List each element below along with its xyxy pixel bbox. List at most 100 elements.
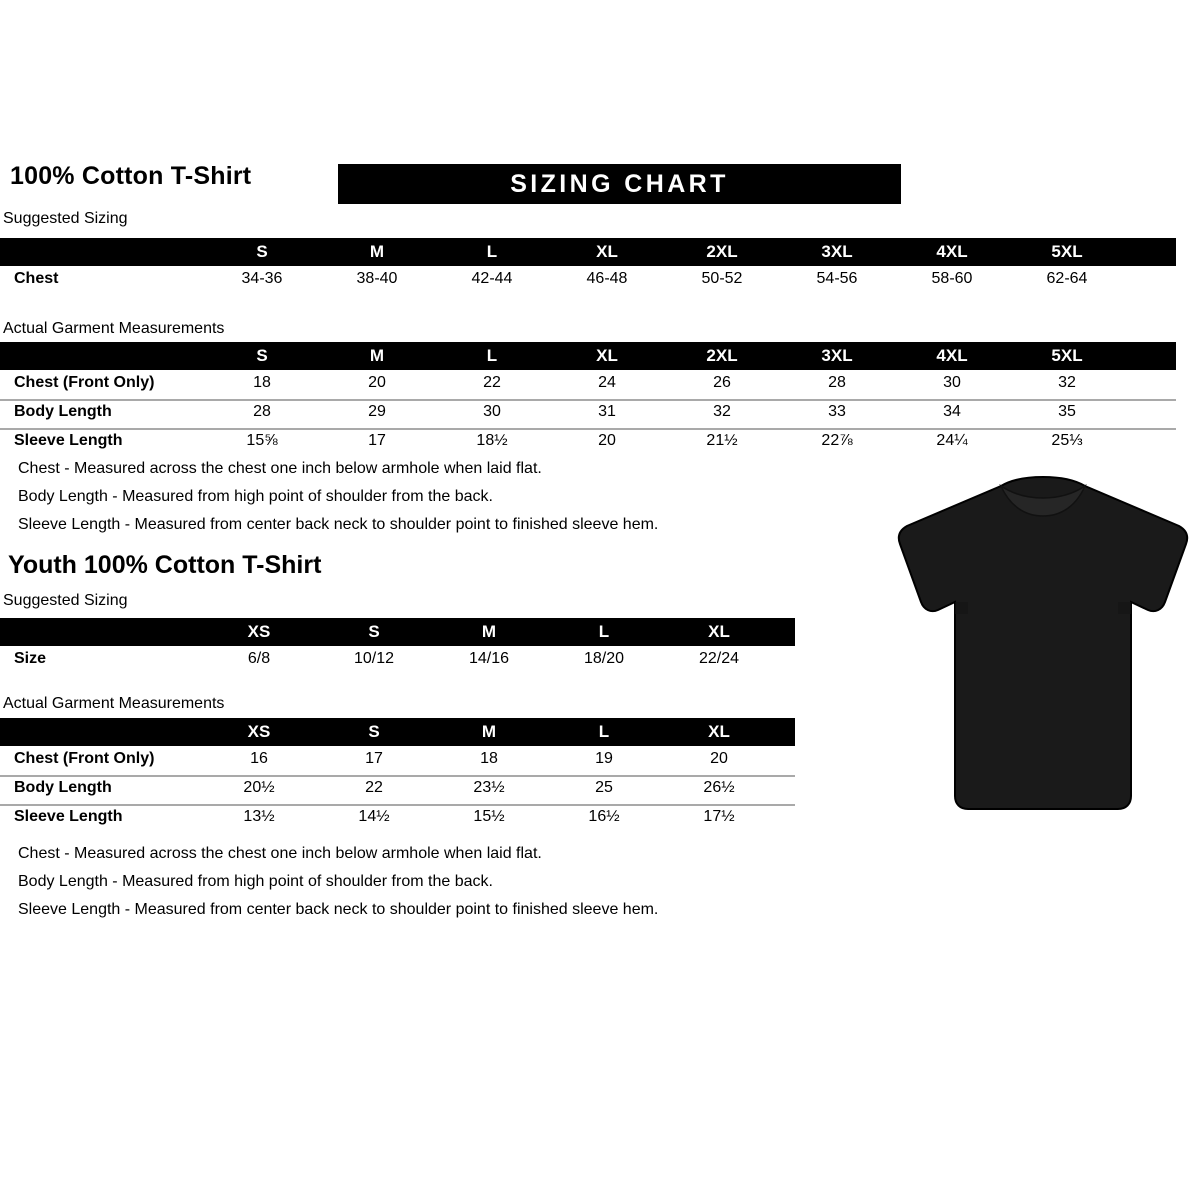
adult-suggested-col-header-xl: XL (596, 242, 618, 261)
adult-suggested-table: S M L XL 2XL 3XL 4XL 5XL Chest 34-36 38-40 42-44 46-… (0, 238, 1176, 298)
youth-actual-row-divider (0, 775, 795, 777)
adult-actual-table: S M L XL 2XL 3XL 4XL 5XL Chest (Front Only) 18 20 2… (0, 342, 1176, 456)
adult-suggested-cell: 54-56 (816, 270, 858, 287)
adult-actual-cell: 32 (1058, 374, 1076, 391)
youth-suggested-cell: 14/16 (468, 650, 510, 667)
adult-actual-col-header-3xl: 3XL (821, 346, 853, 365)
adult-actual-col-header-s: S (256, 346, 268, 365)
adult-actual-col-header-xl: XL (596, 346, 618, 365)
adult-actual-cell: 35 (1058, 403, 1076, 420)
youth-actual-cell: 23½ (473, 779, 505, 796)
youth-actual-col-header-m: M (481, 722, 497, 741)
adult-actual-cell: 17 (368, 432, 386, 449)
adult-actual-row-label: Chest (Front Only) (14, 374, 155, 391)
adult-actual-cell: 20 (368, 374, 386, 391)
youth-note-body-length: Body Length - Measured from high point o… (18, 873, 493, 890)
adult-actual-cell: 18 (253, 374, 271, 391)
youth-suggested-cell: 18/20 (583, 650, 625, 667)
youth-actual-row-label: Chest (Front Only) (14, 750, 155, 767)
adult-suggested-cell: 42-44 (471, 270, 513, 287)
youth-actual-cell: 26½ (703, 779, 735, 796)
youth-suggested-col-header-l: L (598, 622, 610, 641)
youth-actual-row-divider (0, 804, 795, 806)
adult-suggested-cell: 62-64 (1046, 270, 1088, 287)
youth-suggested-caption: Suggested Sizing (3, 592, 128, 609)
youth-suggested-col-header-xs: XS (247, 622, 271, 641)
youth-actual-col-header-xl: XL (708, 722, 730, 741)
youth-actual-cell: 19 (595, 750, 613, 767)
youth-actual-table: XS S M L XL Chest (Front Only) 16 17 18 19 20 Body … (0, 718, 795, 832)
adult-actual-cell: 24¼ (936, 432, 968, 449)
adult-actual-header-bar (0, 342, 1176, 370)
youth-suggested-col-header-m: M (481, 622, 497, 641)
adult-suggested-cell: 46-48 (586, 270, 628, 287)
adult-suggested-caption: Suggested Sizing (3, 210, 128, 227)
youth-suggested-row-label: Size (14, 650, 47, 667)
adult-actual-cell: 28 (828, 374, 846, 391)
youth-suggested-cell: 10/12 (353, 650, 395, 667)
youth-actual-cell: 17 (365, 750, 383, 767)
adult-actual-cell: 20 (598, 432, 616, 449)
youth-actual-col-header-xs: XS (247, 722, 271, 741)
adult-actual-col-header-5xl: 5XL (1051, 346, 1083, 365)
adult-suggested-cell: 50-52 (701, 270, 743, 287)
adult-suggested-col-header-2xl: 2XL (706, 242, 738, 261)
adult-actual-cell: 28 (253, 403, 271, 420)
adult-actual-cell: 18½ (476, 432, 508, 449)
header-row: 100% Cotton T-Shirt SIZING CHART (0, 162, 1200, 210)
sizing-chart-banner-label: SIZING CHART (510, 170, 729, 198)
adult-suggested-header-bar (0, 238, 1176, 266)
adult-actual-col-header-4xl: 4XL (936, 346, 968, 365)
youth-actual-header-bar (0, 718, 795, 746)
youth-note-sleeve-length: Sleeve Length - Measured from center bac… (18, 901, 659, 918)
adult-actual-row-divider (0, 428, 1176, 430)
adult-suggested-col-header-m: M (369, 242, 385, 261)
adult-actual-cell: 22 (483, 374, 501, 391)
youth-suggested-table: XS S M L XL Size 6/8 10/12 14/16 18/20 22/24 (0, 618, 795, 678)
adult-suggested-col-header-5xl: 5XL (1051, 242, 1083, 261)
adult-actual-col-header-2xl: 2XL (706, 346, 738, 365)
youth-suggested-col-header-s: S (368, 622, 380, 641)
youth-actual-cell: 16½ (588, 808, 620, 825)
youth-section-title: Youth 100% Cotton T-Shirt (8, 551, 322, 579)
youth-actual-cell: 22 (365, 779, 383, 796)
youth-note-chest: Chest - Measured across the chest one in… (18, 845, 542, 862)
adult-actual-cell: 25⅓ (1051, 432, 1083, 449)
adult-actual-cell: 34 (943, 403, 961, 420)
adult-actual-col-header-m: M (369, 346, 385, 365)
adult-suggested-col-header-4xl: 4XL (936, 242, 968, 261)
youth-actual-caption: Actual Garment Measurements (3, 695, 225, 712)
adult-suggested-cell: 38-40 (356, 270, 398, 287)
youth-actual-cell: 18 (480, 750, 498, 767)
adult-suggested-col-header-s: S (256, 242, 268, 261)
adult-suggested-cell: 58-60 (931, 270, 973, 287)
youth-suggested-col-header-xl: XL (708, 622, 730, 641)
adult-suggested-col-header-3xl: 3XL (821, 242, 853, 261)
youth-suggested-cell: 22/24 (698, 650, 740, 667)
t-shirt-illustration (893, 474, 1193, 814)
adult-actual-cell: 33 (828, 403, 846, 420)
adult-note-body-length: Body Length - Measured from high point o… (18, 488, 493, 505)
sizing-chart-banner: SIZING CHART (338, 164, 901, 204)
adult-actual-cell: 30 (483, 403, 501, 420)
youth-actual-cell: 25 (595, 779, 613, 796)
adult-actual-cell: 21½ (706, 432, 738, 449)
adult-actual-cell: 31 (598, 403, 616, 420)
youth-actual-row-label: Sleeve Length (14, 808, 123, 825)
youth-actual-cell: 20½ (243, 779, 275, 796)
adult-actual-row-label: Body Length (14, 403, 112, 420)
adult-actual-cell: 26 (713, 374, 731, 391)
youth-suggested-cell: 6/8 (247, 650, 271, 667)
adult-actual-row-label: Sleeve Length (14, 432, 123, 449)
adult-actual-caption: Actual Garment Measurements (3, 320, 225, 337)
adult-note-chest: Chest - Measured across the chest one in… (18, 460, 542, 477)
adult-section-title: 100% Cotton T-Shirt (10, 162, 252, 190)
adult-actual-row-divider (0, 399, 1176, 401)
adult-suggested-cell: 34-36 (241, 270, 283, 287)
adult-actual-cell: 32 (713, 403, 731, 420)
youth-actual-cell: 16 (250, 750, 268, 767)
youth-actual-row-label: Body Length (14, 779, 112, 796)
adult-note-sleeve-length: Sleeve Length - Measured from center bac… (18, 516, 659, 533)
youth-actual-cell: 14½ (358, 808, 390, 825)
